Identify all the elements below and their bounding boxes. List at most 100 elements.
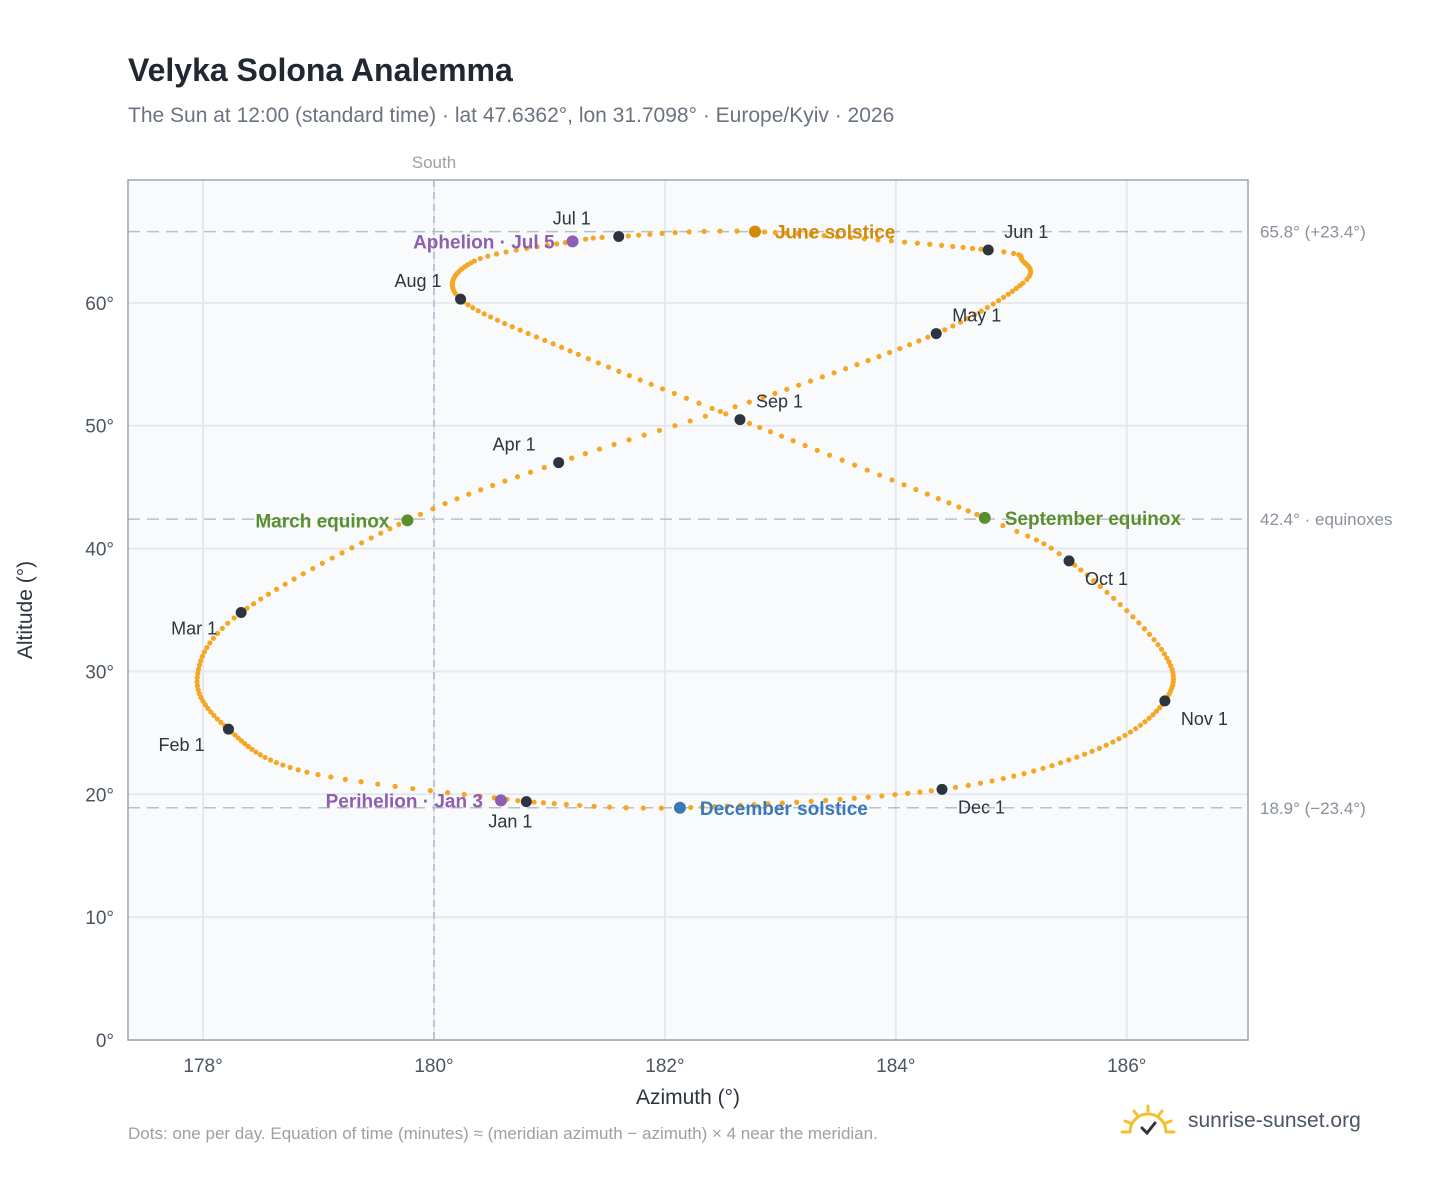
footnote: Dots: one per day. Equation of time (min…	[128, 1124, 878, 1143]
analemma-day-dot	[282, 581, 288, 587]
sun-logo-icon	[1120, 1104, 1176, 1136]
analemma-day-dot	[672, 229, 678, 236]
analemma-day-dot	[623, 805, 629, 811]
analemma-day-dot	[772, 229, 778, 236]
analemma-day-dot	[253, 749, 259, 755]
analemma-day-dot	[195, 666, 202, 672]
analemma-day-dot	[611, 441, 617, 448]
analemma-day-dot	[563, 801, 569, 808]
analemma-day-dot	[231, 615, 237, 621]
analemma-day-dot	[513, 247, 519, 253]
analemma-day-dot	[778, 433, 785, 439]
analemma-day-dot	[267, 757, 274, 763]
x-tick-label: 184°	[876, 1056, 915, 1077]
analemma-day-dot	[225, 620, 231, 626]
analemma-day-dot	[865, 357, 871, 364]
analemma-day-dot	[977, 780, 984, 786]
analemma-day-dot	[641, 432, 647, 438]
analemma-day-dot	[515, 797, 521, 804]
analemma-day-dot	[1136, 620, 1142, 626]
analemma-day-dot	[1161, 651, 1167, 657]
analemma-day-dot	[906, 342, 913, 348]
analemma-day-dot	[1001, 294, 1007, 300]
analemma-day-dot	[802, 442, 808, 449]
analemma-day-dot	[897, 345, 903, 352]
analemma-day-dot	[514, 474, 521, 480]
analemma-day-dot	[310, 565, 316, 572]
analemma-day-dot	[396, 521, 402, 527]
chart-title: Velyka Solona Analemma	[128, 52, 513, 88]
analemma-day-dot	[995, 298, 1002, 304]
analemma-day-dot	[280, 762, 286, 768]
analemma-day-dot	[876, 353, 882, 360]
analemma-day-dot	[1146, 715, 1152, 721]
analemma-day-dot	[517, 327, 523, 333]
brand-name[interactable]: sunrise-sunset.org	[1188, 1109, 1361, 1132]
analemma-day-dot	[762, 229, 768, 235]
analemma-day-dot	[533, 334, 540, 340]
analemma-day-dot	[502, 478, 508, 484]
analemma-day-dot	[1141, 626, 1147, 632]
analemma-day-dot	[569, 455, 575, 461]
analemma-day-dot	[626, 373, 632, 379]
analemma-day-dot	[783, 230, 790, 236]
analemma-day-dot	[950, 243, 956, 250]
analemma-day-dot	[475, 308, 481, 314]
analemma-day-dot	[490, 482, 496, 489]
analemma-day-dot	[540, 800, 547, 806]
analemma-day-dot	[702, 413, 708, 419]
y-tick-label: 10°	[85, 908, 114, 929]
analemma-day-dot	[544, 242, 550, 248]
analemma-day-dot	[972, 312, 978, 318]
analemma-day-dot	[605, 364, 612, 370]
analemma-day-dot	[534, 244, 540, 250]
analemma-day-dot	[717, 228, 723, 234]
analemma-day-dot	[1009, 288, 1016, 294]
analemma-day-dot	[978, 246, 984, 252]
analemma-day-dot	[969, 245, 976, 251]
analemma-day-dot	[454, 496, 460, 502]
analemma-day-dot	[913, 486, 919, 493]
month-marker-dot	[455, 293, 467, 305]
analemma-day-dot	[583, 236, 589, 242]
analemma-day-dot	[659, 386, 666, 392]
analemma-day-dot	[699, 804, 705, 810]
analemma-day-dot	[1056, 551, 1062, 557]
analemma-day-dot	[199, 653, 205, 660]
analemma-day-dot	[861, 236, 867, 242]
analemma-day-dot	[1031, 768, 1037, 774]
analemma-day-dot	[466, 491, 472, 497]
analemma-day-dot	[445, 790, 451, 796]
analemma-day-dot	[410, 785, 416, 792]
analemma-day-dot	[616, 368, 622, 374]
analemma-day-dot	[1016, 252, 1022, 258]
analemma-day-dot	[914, 240, 920, 246]
analemma-day-dot	[889, 477, 895, 483]
analemma-day-dot	[974, 511, 980, 518]
analemma-day-dot	[843, 366, 849, 372]
reference-lines: 65.8° (+23.4°) 42.4° · equinoxes 18.9° (−2…	[128, 223, 1393, 818]
analemma-day-dot	[938, 242, 945, 248]
analemma-day-dot	[711, 803, 718, 810]
analemma-day-dot	[300, 571, 306, 577]
month-marker-dot	[1159, 695, 1171, 707]
analemma-day-dot	[1146, 631, 1153, 637]
month-marker-dot	[553, 457, 565, 469]
x-tick-label: 186°	[1107, 1056, 1146, 1077]
y-tick-label: 40°	[85, 540, 114, 561]
brand[interactable]: sunrise-sunset.org	[1120, 1104, 1361, 1138]
month-marker-dot	[222, 723, 234, 735]
analemma-day-dot	[392, 783, 398, 789]
analemma-day-dot	[315, 771, 321, 778]
y-tick-label: 20°	[85, 785, 114, 806]
event-markers: March equinox September equinox June solst…	[255, 223, 1181, 820]
analemma-day-dot	[916, 338, 922, 344]
analemma-path	[194, 228, 1177, 811]
analemma-day-dot	[984, 304, 991, 311]
month-marker-label: Jan 1	[488, 812, 532, 832]
analemma-day-dot	[368, 535, 374, 541]
analemma-day-dot	[1153, 708, 1160, 714]
analemma-day-dot	[917, 789, 923, 795]
analemma-day-dot	[746, 420, 753, 427]
month-marker-dot	[1063, 555, 1075, 567]
